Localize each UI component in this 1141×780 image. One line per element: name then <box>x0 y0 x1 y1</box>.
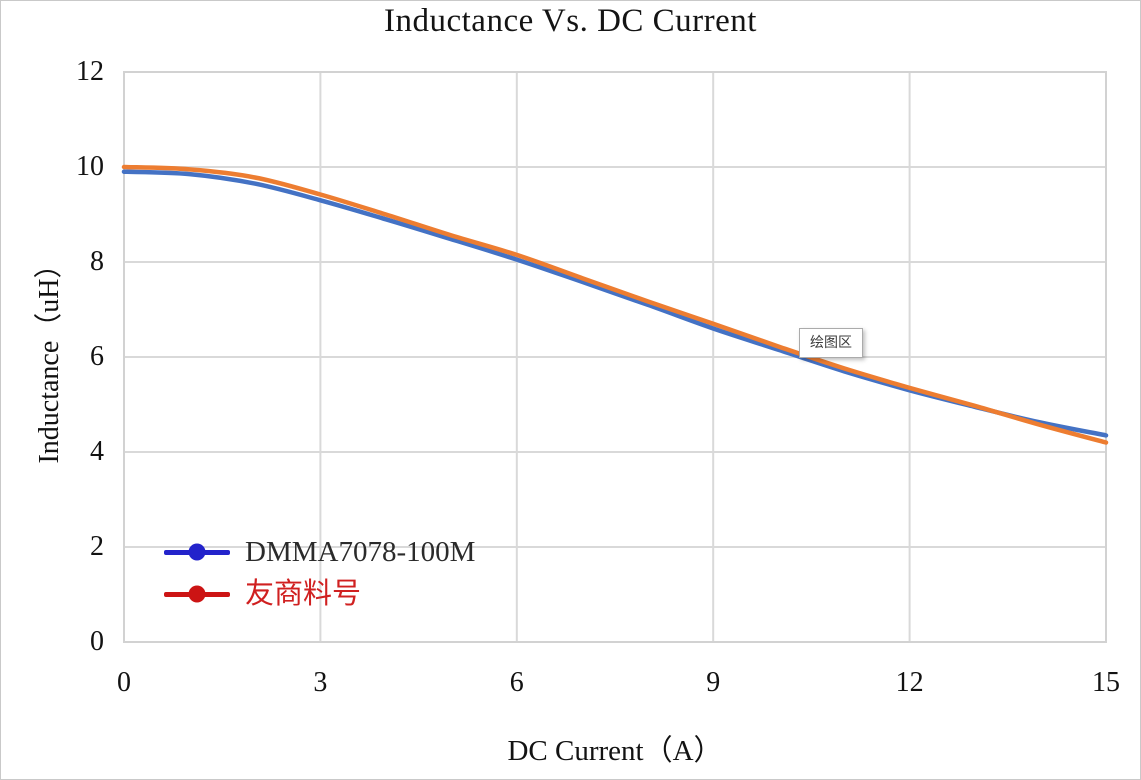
y-axis-title: Inductance（uH） <box>34 250 65 464</box>
y-tick-label: 6 <box>90 341 104 372</box>
x-tick-label: 0 <box>117 667 131 698</box>
legend-item-dmma7078[interactable]: DMMA7078-100M <box>164 534 475 570</box>
legend-dot-icon <box>188 543 206 561</box>
legend-item-competitor[interactable]: 友商料号 <box>164 576 361 612</box>
series-line-competitor[interactable] <box>121 164 1109 445</box>
chart-title: Inductance Vs. DC Current <box>384 3 757 39</box>
y-tick-label: 12 <box>76 56 104 87</box>
legend-label: 友商料号 <box>245 577 362 610</box>
x-tick-label: 9 <box>706 667 721 698</box>
x-axis-title: DC Current（A） <box>507 735 723 767</box>
legend-line-marker-icon <box>164 543 230 561</box>
legend-dot-icon <box>188 585 206 603</box>
x-tick-label: 3 <box>313 667 328 698</box>
series-line-dmma7078[interactable] <box>121 169 1109 438</box>
plot-area-tooltip: 绘图区 <box>799 328 863 358</box>
legend-line-marker-icon <box>164 585 230 603</box>
y-tick-label: 10 <box>76 151 104 182</box>
x-tick-label: 15 <box>1092 667 1120 698</box>
legend-label: DMMA7078-100M <box>245 535 476 568</box>
y-tick-label: 2 <box>90 531 104 562</box>
x-tick-label: 12 <box>895 667 924 698</box>
y-tick-label: 8 <box>90 246 104 277</box>
plot-border <box>123 71 1107 643</box>
y-tick-label: 0 <box>90 626 104 657</box>
x-tick-label: 6 <box>509 667 524 698</box>
y-tick-label: 4 <box>90 436 104 467</box>
